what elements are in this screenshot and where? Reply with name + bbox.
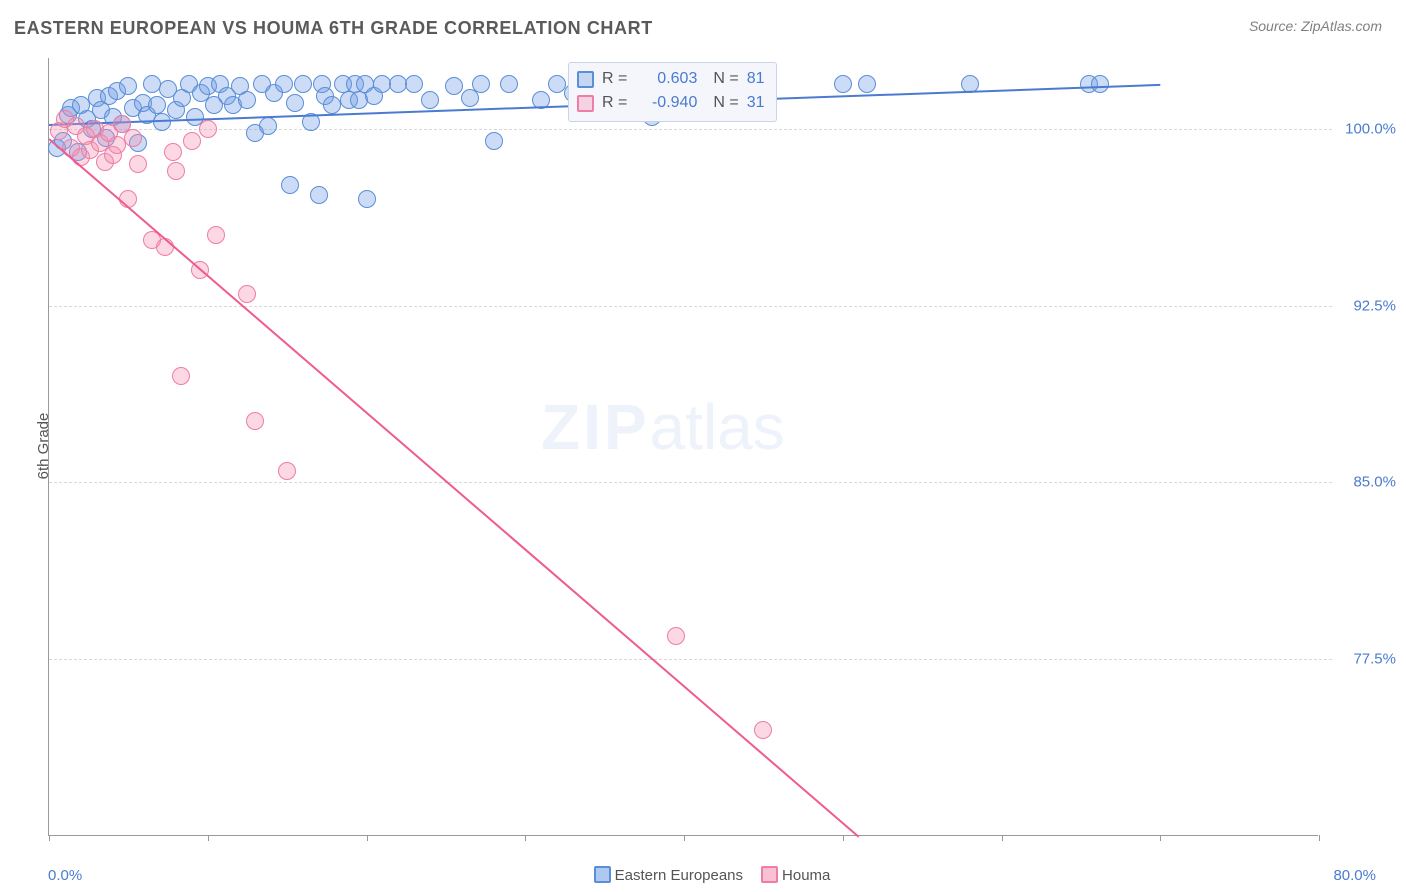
data-point — [167, 162, 185, 180]
legend-swatch — [594, 866, 611, 883]
scatter-plot-area: ZIPatlas 77.5%85.0%92.5%100.0% — [48, 58, 1318, 836]
data-point — [286, 94, 304, 112]
legend-correlation-box: R = 0.603 N = 81 R = -0.940 N = 31 — [568, 62, 777, 122]
legend-swatch — [577, 71, 594, 88]
data-point — [199, 120, 217, 138]
x-tick — [208, 835, 209, 841]
legend-series-label: Eastern Europeans — [615, 867, 743, 884]
x-tick — [49, 835, 50, 841]
y-tick-label: 77.5% — [1353, 651, 1396, 668]
y-tick-label: 85.0% — [1353, 474, 1396, 491]
y-tick-label: 92.5% — [1353, 297, 1396, 314]
data-point — [281, 176, 299, 194]
data-point — [421, 91, 439, 109]
y-tick-label: 100.0% — [1345, 120, 1396, 137]
legend-r-value: 0.603 — [635, 70, 697, 88]
data-point — [238, 91, 256, 109]
legend-n-label: N = — [713, 70, 738, 88]
data-point — [148, 96, 166, 114]
x-tick — [684, 835, 685, 841]
legend-n-label: N = — [713, 94, 738, 112]
legend-r-value: -0.940 — [635, 94, 697, 112]
trend-line — [48, 138, 859, 837]
x-tick — [843, 835, 844, 841]
legend-r-label: R = — [602, 70, 627, 88]
x-tick — [1319, 835, 1320, 841]
y-gridline — [49, 659, 1332, 660]
chart-title: EASTERN EUROPEAN VS HOUMA 6TH GRADE CORR… — [14, 18, 653, 39]
legend-bottom: Eastern Europeans Houma — [0, 866, 1406, 884]
y-gridline — [49, 482, 1332, 483]
source-credit: Source: ZipAtlas.com — [1249, 18, 1382, 34]
legend-row: R = -0.940 N = 31 — [577, 91, 764, 115]
data-point — [183, 132, 201, 150]
data-point — [129, 155, 147, 173]
data-point — [164, 143, 182, 161]
data-point — [124, 129, 142, 147]
data-point — [358, 190, 376, 208]
legend-swatch — [577, 95, 594, 112]
legend-row: R = 0.603 N = 81 — [577, 67, 764, 91]
data-point — [445, 77, 463, 95]
data-point — [310, 186, 328, 204]
legend-r-label: R = — [602, 94, 627, 112]
y-gridline — [49, 129, 1332, 130]
legend-n-value: 81 — [747, 70, 765, 88]
data-point — [238, 285, 256, 303]
data-point — [275, 75, 293, 93]
legend-series-label: Houma — [782, 867, 830, 884]
data-point — [1091, 75, 1109, 93]
x-tick — [525, 835, 526, 841]
x-tick — [367, 835, 368, 841]
data-point — [278, 462, 296, 480]
data-point — [119, 77, 137, 95]
data-point — [207, 226, 225, 244]
legend-swatch — [761, 866, 778, 883]
data-point — [667, 627, 685, 645]
data-point — [500, 75, 518, 93]
data-point — [472, 75, 490, 93]
watermark: ZIPatlas — [541, 390, 785, 464]
data-point — [858, 75, 876, 93]
data-point — [246, 412, 264, 430]
x-tick — [1160, 835, 1161, 841]
data-point — [172, 367, 190, 385]
data-point — [259, 117, 277, 135]
watermark-zip: ZIP — [541, 391, 650, 463]
data-point — [405, 75, 423, 93]
data-point — [294, 75, 312, 93]
data-point — [834, 75, 852, 93]
watermark-atlas: atlas — [650, 391, 785, 463]
data-point — [754, 721, 772, 739]
x-tick — [1002, 835, 1003, 841]
data-point — [485, 132, 503, 150]
data-point — [323, 96, 341, 114]
legend-n-value: 31 — [747, 94, 765, 112]
